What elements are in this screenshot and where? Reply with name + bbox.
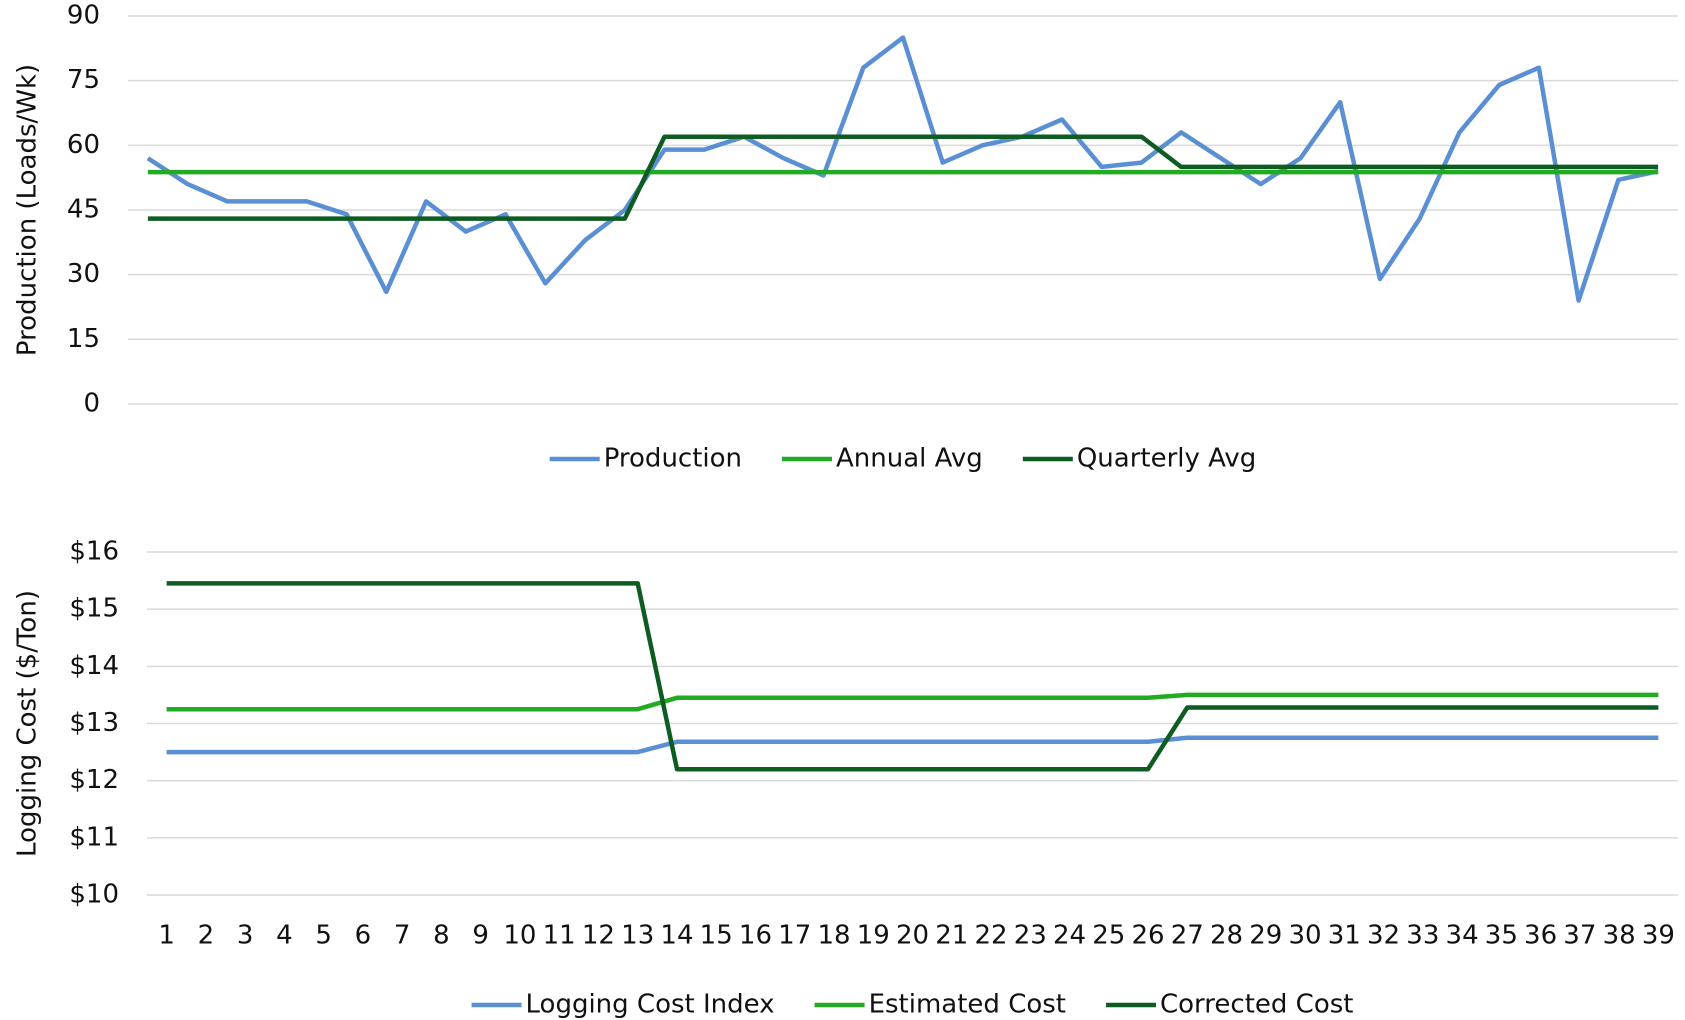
y-axis-title: Production (Loads/Wk): [13, 64, 43, 356]
series-line: [147, 134, 1659, 221]
legend-label: Corrected Cost: [1160, 990, 1353, 1020]
y-tick-label: $14: [69, 651, 119, 681]
x-tick-label: 9: [472, 921, 489, 951]
x-tick-label: 17: [778, 921, 811, 951]
x-tick-label: 3: [237, 921, 254, 951]
x-tick-label: 37: [1563, 921, 1596, 951]
x-tick-label: 7: [394, 921, 411, 951]
x-tick-label: 32: [1367, 921, 1400, 951]
x-tick-label: 30: [1289, 921, 1322, 951]
series-line: [146, 35, 1659, 303]
y-tick-label: 90: [67, 1, 100, 31]
x-tick-label: 13: [621, 921, 654, 951]
x-tick-label: 4: [276, 921, 293, 951]
x-tick-label: 1: [158, 921, 175, 951]
x-tick-label: 11: [543, 921, 576, 951]
legend-label: Estimated Cost: [869, 990, 1066, 1020]
x-tick-label: 21: [935, 921, 968, 951]
x-tick-label: 28: [1210, 921, 1243, 951]
y-tick-label: 0: [83, 389, 100, 419]
y-axis-title: Logging Cost ($/Ton): [13, 590, 43, 857]
x-tick-label: 23: [1014, 921, 1047, 951]
y-tick-label: 75: [67, 65, 100, 95]
x-tick-label: 18: [817, 921, 850, 951]
y-tick-label: $11: [69, 822, 119, 852]
x-tick-label: 2: [198, 921, 215, 951]
x-tick-label: 34: [1446, 921, 1479, 951]
x-tick-label: 36: [1524, 921, 1557, 951]
x-tick-label: 12: [582, 921, 615, 951]
x-tick-label: 14: [660, 921, 693, 951]
x-tick-label: 10: [503, 921, 536, 951]
x-tick-label: 29: [1249, 921, 1282, 951]
y-tick-label: $12: [69, 765, 119, 795]
x-tick-label: 38: [1603, 921, 1636, 951]
x-tick-label: 27: [1171, 921, 1204, 951]
series-line: [166, 581, 1659, 772]
legend-label: Logging Cost Index: [526, 990, 775, 1020]
x-tick-label: 22: [974, 921, 1007, 951]
y-tick-label: $15: [69, 594, 119, 624]
y-tick-label: $16: [69, 537, 119, 567]
x-tick-label: 24: [1053, 921, 1086, 951]
x-tick-label: 8: [433, 921, 450, 951]
legend-label: Production: [604, 444, 742, 474]
legend-label: Quarterly Avg: [1077, 444, 1256, 474]
x-tick-label: 6: [355, 921, 372, 951]
x-tick-label: 33: [1406, 921, 1439, 951]
y-tick-label: $13: [69, 708, 119, 738]
x-tick-label: 19: [857, 921, 890, 951]
x-tick-label: 15: [700, 921, 733, 951]
x-tick-label: 39: [1642, 921, 1675, 951]
x-tick-label: 20: [896, 921, 929, 951]
legend-label: Annual Avg: [836, 444, 983, 474]
x-tick-label: 31: [1328, 921, 1361, 951]
series-line: [166, 735, 1659, 755]
x-tick-label: 5: [315, 921, 332, 951]
x-tick-label: 35: [1485, 921, 1518, 951]
x-tick-label: 26: [1131, 921, 1164, 951]
x-tick-label: 16: [739, 921, 772, 951]
y-tick-label: 15: [67, 324, 100, 354]
x-tick-label: 25: [1092, 921, 1125, 951]
y-tick-label: 45: [67, 195, 100, 225]
y-tick-label: 30: [67, 259, 100, 289]
series-line: [166, 692, 1659, 712]
y-tick-label: 60: [67, 130, 100, 160]
y-tick-label: $10: [69, 880, 119, 910]
